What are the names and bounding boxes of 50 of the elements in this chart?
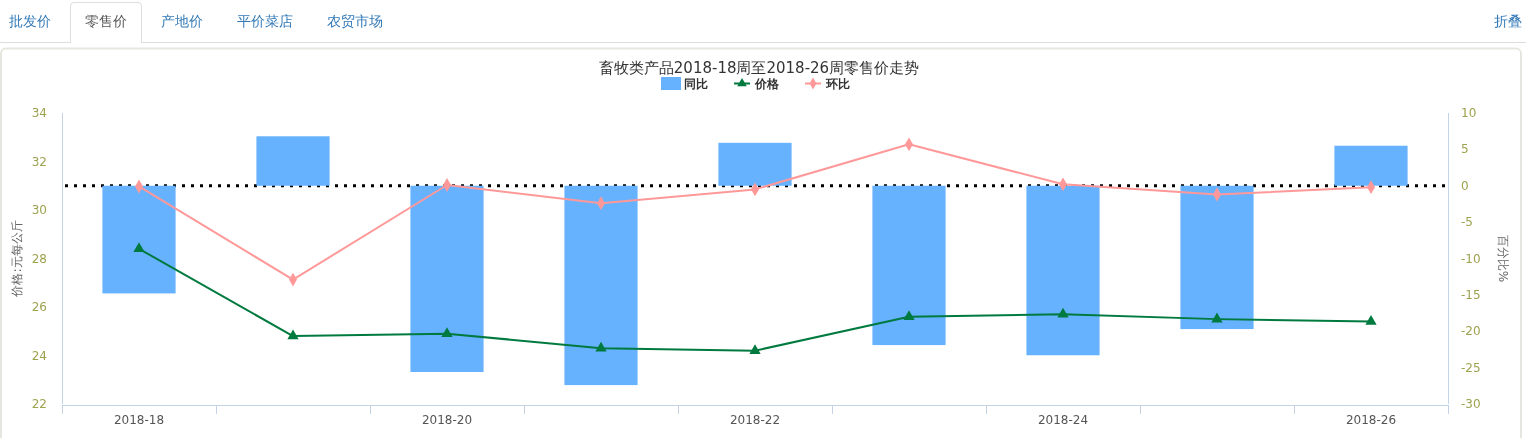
x-tick-label: 2018-24 — [1037, 413, 1089, 427]
y-tick-label: 24 — [31, 348, 47, 363]
y2-tick-label: -20 — [1461, 324, 1481, 339]
y-tick-label: 32 — [31, 154, 47, 169]
text: 批发价 — [9, 13, 51, 29]
y-tick-label: 22 — [31, 397, 47, 411]
legend-label: 价格 — [754, 77, 780, 91]
x-tick-label: 2018-26 — [1345, 413, 1397, 427]
point — [1365, 315, 1377, 325]
y-tick-label: 34 — [31, 106, 47, 120]
bar — [102, 185, 176, 294]
point — [749, 344, 761, 354]
text: 平价菜店 — [237, 13, 293, 29]
bar — [1180, 185, 1254, 330]
bar — [256, 136, 330, 186]
y2-tick-label: -25 — [1461, 360, 1481, 375]
y2-tick-label: 0 — [1461, 178, 1469, 193]
text: 零售价 — [85, 13, 127, 29]
y2-tick-label: -15 — [1461, 287, 1481, 302]
chart-title: 畜牧类产品2018-18周至2018-26周零售价走势 — [598, 59, 920, 77]
legend-label: 同比 — [684, 77, 708, 91]
y-axis-title: 价格:元每公斤 — [10, 220, 24, 298]
point — [287, 329, 299, 340]
legend-label: 环比 — [825, 77, 850, 91]
y2-tick-label: 10 — [1461, 106, 1477, 120]
y-tick-label: 28 — [31, 251, 47, 266]
bar — [564, 185, 638, 386]
y2-tick-label: -5 — [1461, 215, 1473, 230]
text: 产地价 — [161, 13, 203, 29]
y2-tick-label: -10 — [1461, 251, 1481, 266]
bar — [718, 142, 792, 186]
text: 农贸市场 — [327, 13, 383, 29]
y2-tick-label: 5 — [1461, 142, 1469, 157]
y2-tick-label: -30 — [1461, 397, 1481, 411]
x-tick-label: 2018-22 — [729, 413, 781, 427]
bar — [410, 185, 484, 372]
y2-axis-title: 百分比% — [1496, 234, 1510, 283]
point — [133, 242, 145, 253]
point — [1057, 307, 1069, 318]
point — [441, 327, 453, 337]
x-tick-label: 2018-18 — [113, 413, 165, 427]
bar — [872, 185, 946, 346]
x-tick-label: 2018-20 — [421, 413, 473, 427]
bar — [1334, 145, 1408, 186]
point — [1211, 312, 1223, 323]
y-tick-label: 26 — [31, 300, 47, 314]
text: 折叠 — [1494, 13, 1522, 29]
point — [903, 310, 915, 320]
y-tick-label: 30 — [31, 203, 47, 217]
bar — [1026, 185, 1100, 356]
